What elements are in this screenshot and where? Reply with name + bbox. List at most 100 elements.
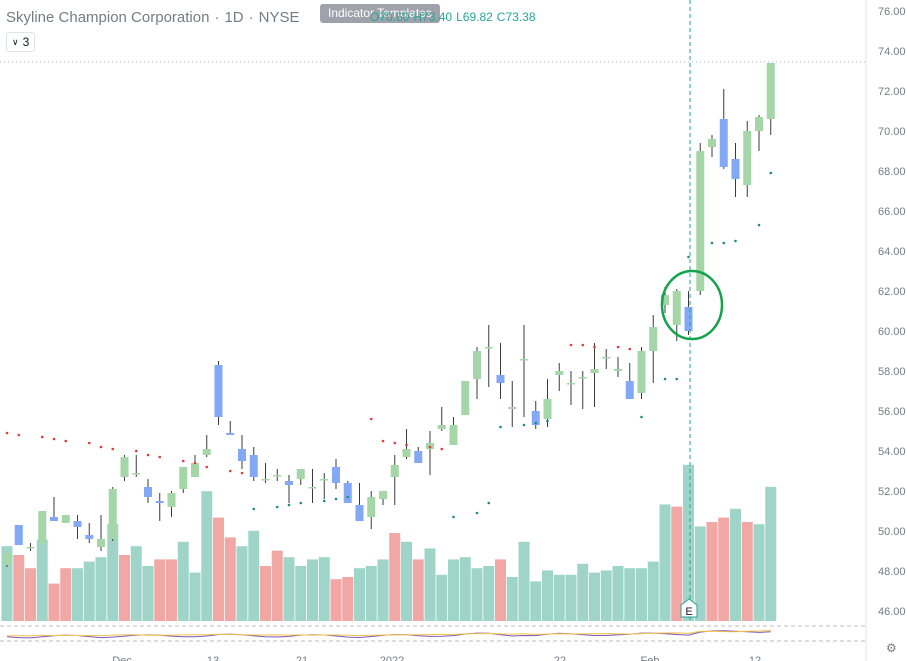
candle-body <box>755 117 763 131</box>
candle-body <box>343 483 352 503</box>
volume-bar <box>436 574 448 621</box>
volume-bar <box>154 559 166 621</box>
volume-bar <box>600 570 612 621</box>
sar-dot <box>722 241 726 245</box>
sar-dot <box>499 425 502 429</box>
price-tick-label: 62.00 <box>878 286 906 298</box>
sar-dot <box>452 515 455 519</box>
symbol-name[interactable]: Skyline Champion Corporation <box>6 8 210 26</box>
volume-bar <box>130 546 142 621</box>
volume-bar <box>248 530 260 621</box>
candle-body <box>496 375 505 383</box>
volume-bar <box>365 566 377 621</box>
annotations: E <box>660 0 724 621</box>
time-tick-label: 13 <box>207 655 219 661</box>
candle-body <box>379 491 387 499</box>
volume-bar <box>741 522 753 621</box>
candles <box>3 63 775 567</box>
candle-body <box>602 357 611 359</box>
sar-dot <box>628 347 632 351</box>
volume-bar <box>624 568 636 621</box>
time-tick-label: 22 <box>554 655 566 661</box>
price-tick-label: 48.00 <box>878 566 906 578</box>
price-tick-label: 52.00 <box>878 486 906 498</box>
sar-dot <box>475 511 479 515</box>
candle-body <box>308 487 317 489</box>
sar-dot <box>158 455 162 459</box>
sar-dot <box>569 343 573 347</box>
candle-body <box>367 497 376 517</box>
indicator-line-slow <box>6 629 771 637</box>
volume-bar <box>753 524 765 621</box>
chart-legend-header[interactable]: Skyline Champion Corporation · 1D · NYSE <box>6 7 299 27</box>
candle-body <box>578 377 587 379</box>
candle-body <box>708 139 716 147</box>
candle-body <box>296 469 305 479</box>
time-tick-label: Feb <box>641 655 660 661</box>
close-label: C <box>496 10 506 24</box>
volume-bar <box>142 566 154 621</box>
candle-body <box>614 369 622 371</box>
volume-bar <box>295 566 307 621</box>
candle-body <box>61 515 70 523</box>
indicator-pane <box>0 625 866 642</box>
sar-dot <box>299 501 303 505</box>
sar-dot <box>710 241 714 245</box>
sar-dot <box>240 471 244 475</box>
candle-body <box>238 449 246 461</box>
volume-bar <box>1 546 13 621</box>
candle-body <box>414 451 423 463</box>
candle-body <box>144 487 152 497</box>
price-axis[interactable]: 76.00 74.00 72.00 70.00 68.00 66.00 64.00 62.00… <box>865 0 906 661</box>
volume-bar <box>412 559 424 621</box>
interval-label[interactable]: 1D <box>224 8 244 26</box>
close-value: 73.38 <box>505 10 536 24</box>
volume-bar <box>83 561 95 621</box>
sar-dot <box>99 445 103 449</box>
candle-body <box>672 291 681 325</box>
price-tick-label: 56.00 <box>878 406 906 418</box>
candle-body <box>731 159 740 179</box>
sar-dot <box>616 345 620 349</box>
sar-dot <box>111 447 115 451</box>
candle-body <box>202 449 211 455</box>
volume-bar <box>706 522 718 621</box>
candle-body <box>214 365 223 417</box>
candle-body <box>661 295 669 305</box>
volume-bar <box>201 491 213 621</box>
volume-bar <box>330 579 342 621</box>
candle-body <box>226 433 235 435</box>
time-axis[interactable]: Dec 13 21 2022 22 Feb 12 <box>112 655 761 661</box>
volume-bar <box>612 566 624 621</box>
sar-dot <box>134 449 138 453</box>
candle-body <box>531 411 540 425</box>
price-tick-label: 66.00 <box>878 206 906 218</box>
candle-body <box>155 501 164 503</box>
volume-bar <box>377 559 389 621</box>
parabolic-sar <box>5 171 773 519</box>
volume-bar <box>694 526 706 621</box>
sar-dot <box>487 501 491 505</box>
price-tick-label: 50.00 <box>878 526 906 538</box>
sar-dot <box>734 239 737 243</box>
candle-body <box>766 63 775 119</box>
sar-dot <box>322 499 326 503</box>
indicators-toggle-button[interactable]: ∨ 3 <box>6 32 36 52</box>
volume-bar <box>354 568 365 621</box>
time-tick-label: 2022 <box>380 655 404 661</box>
candle-body <box>437 425 446 429</box>
volume-bar <box>671 506 683 621</box>
candle-body <box>249 455 258 477</box>
sar-dot <box>369 417 373 421</box>
high-label: H <box>413 10 423 24</box>
volume-bar <box>683 464 694 621</box>
volume-bar <box>36 539 48 621</box>
volume-bar <box>95 557 107 621</box>
open-label: O <box>370 10 380 24</box>
volume-bar <box>213 517 224 621</box>
volume-bar <box>318 557 330 621</box>
gear-icon[interactable]: ⚙ <box>886 641 897 655</box>
volume-bar <box>307 559 318 621</box>
